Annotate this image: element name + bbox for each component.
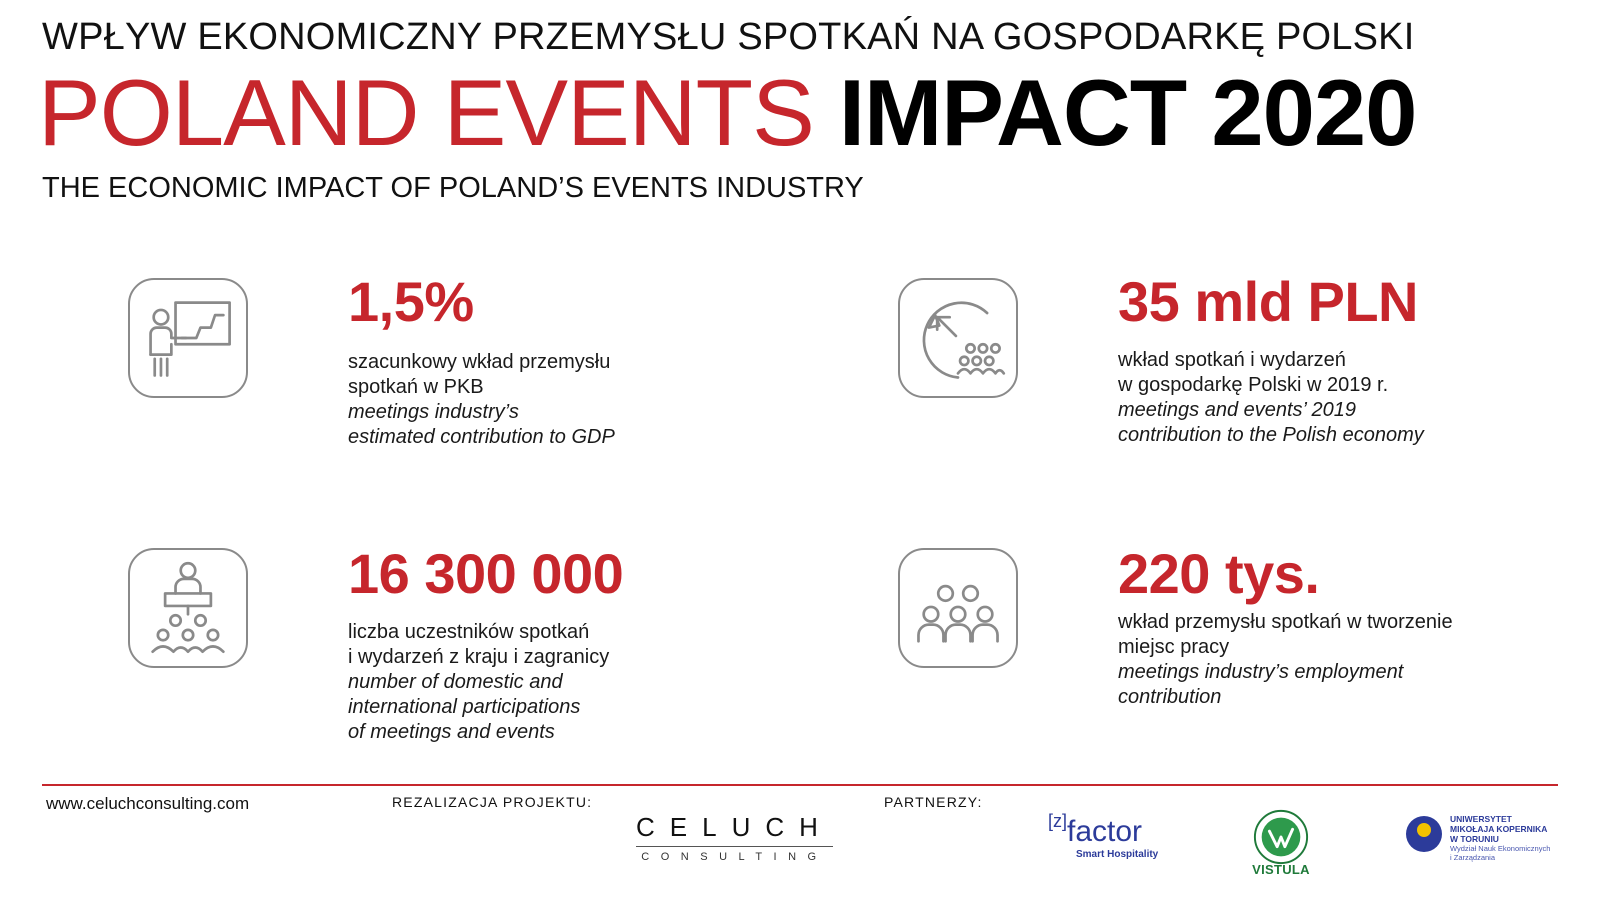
stat-economy-pl-line: wkład spotkań i wydarzeń <box>1118 349 1346 371</box>
umk-logo: UNIWERSYTET MIKOŁAJA KOPERNIKA W TORUNIU… <box>1404 814 1550 862</box>
zfactor-prefix: [z] <box>1048 811 1068 831</box>
title-english: THE ECONOMIC IMPACT OF POLAND’S EVENTS I… <box>42 172 864 204</box>
umk-emblem-icon <box>1406 816 1442 852</box>
stat-participants: 16 300 000 liczba uczestników spotkań i … <box>348 542 624 745</box>
stat-employment-pl-line: miejsc pracy <box>1118 636 1230 658</box>
partners-label: PARTNERZY: <box>884 794 983 810</box>
zfactor-logo: [z]factor Smart Hospitality <box>1048 812 1158 860</box>
umk-dept-line: Wydział Nauk Ekonomicznych <box>1450 844 1551 853</box>
project-label: REZALIZACJA PROJEKTU: <box>392 794 593 810</box>
website-link[interactable]: www.celuchconsulting.com <box>46 794 250 813</box>
stat-gdp-pl-line: spotkań w PKB <box>348 376 484 398</box>
stat-employment-value: 220 tys. <box>1118 542 1320 605</box>
stat-gdp-description: szacunkowy wkład przemysłu spotkań w PKB… <box>348 350 615 450</box>
stat-gdp-value: 1,5% <box>348 270 474 333</box>
celuch-logo-bottom: CONSULTING <box>636 846 833 863</box>
speaker-podium-audience-icon <box>128 548 248 668</box>
stat-employment-description: wkład przemysłu spotkań w tworzenie miej… <box>1118 610 1453 710</box>
stat-employment-en-line: meetings industry’s employment <box>1118 661 1404 683</box>
stat-economy-en-line: meetings and events’ 2019 <box>1118 399 1356 421</box>
umk-name-line: UNIWERSYTET <box>1450 814 1512 824</box>
umk-dept-line: i Zarządzania <box>1450 853 1496 862</box>
stat-participants-description: liczba uczestników spotkań i wydarzeń z … <box>348 620 623 745</box>
umk-name-line: MIKOŁAJA KOPERNIKA <box>1450 824 1548 834</box>
stat-employment-en-line: contribution <box>1118 686 1222 708</box>
umk-name-line: W TORUNIU <box>1450 834 1499 844</box>
group-of-people-icon <box>898 548 1018 668</box>
stat-economy-en-line: contribution to the Polish economy <box>1118 424 1424 446</box>
stat-economy: 35 mld PLN wkład spotkań i wydarzeń w go… <box>1118 274 1424 448</box>
stat-participants-pl-line: i wydarzeń z kraju i zagranicy <box>348 646 610 668</box>
title-polish: WPŁYW EKONOMICZNY PRZEMYSŁU SPOTKAŃ NA G… <box>42 16 1415 58</box>
vistula-name: VISTULA <box>1252 862 1310 877</box>
vistula-emblem-icon <box>1253 809 1309 865</box>
stat-employment: 220 tys. wkład przemysłu spotkań w tworz… <box>1118 546 1453 710</box>
stat-employment-pl-line: wkład przemysłu spotkań w tworzenie <box>1118 611 1453 633</box>
stat-participants-en-line: of meetings and events <box>348 721 555 743</box>
stat-participants-pl-line: liczba uczestników spotkań <box>348 621 590 643</box>
zfactor-tagline: Smart Hospitality <box>1076 849 1159 860</box>
stat-gdp-pl-line: szacunkowy wkład przemysłu <box>348 351 611 373</box>
stat-gdp-en-line: meetings industry’s <box>348 401 519 423</box>
stat-economy-description: wkład spotkań i wydarzeń w gospodarkę Po… <box>1118 348 1424 448</box>
growth-arrow-audience-icon <box>898 278 1018 398</box>
celuch-logo-top: CELUCH <box>636 812 833 842</box>
title-main: POLAND EVENTS IMPACT 2020 <box>38 66 1417 160</box>
stat-gdp-en-line: estimated contribution to GDP <box>348 426 615 448</box>
footer-divider <box>42 784 1558 786</box>
stat-participants-en-line: international participations <box>348 696 581 718</box>
stat-participants-en-line: number of domestic and <box>348 671 563 693</box>
celuch-consulting-logo: CELUCH CONSULTING <box>636 814 833 863</box>
title-main-black: IMPACT 2020 <box>838 60 1418 165</box>
presenter-chart-icon <box>128 278 248 398</box>
zfactor-name: factor <box>1067 815 1143 848</box>
stat-participants-value: 16 300 000 <box>348 542 624 605</box>
stat-economy-pl-line: w gospodarkę Polski w 2019 r. <box>1118 374 1389 396</box>
stat-economy-value: 35 mld PLN <box>1118 270 1418 333</box>
stat-gdp: 1,5% szacunkowy wkład przemysłu spotkań … <box>348 274 615 450</box>
vistula-logo: VISTULA <box>1250 808 1312 877</box>
title-main-red: POLAND EVENTS <box>38 60 815 165</box>
